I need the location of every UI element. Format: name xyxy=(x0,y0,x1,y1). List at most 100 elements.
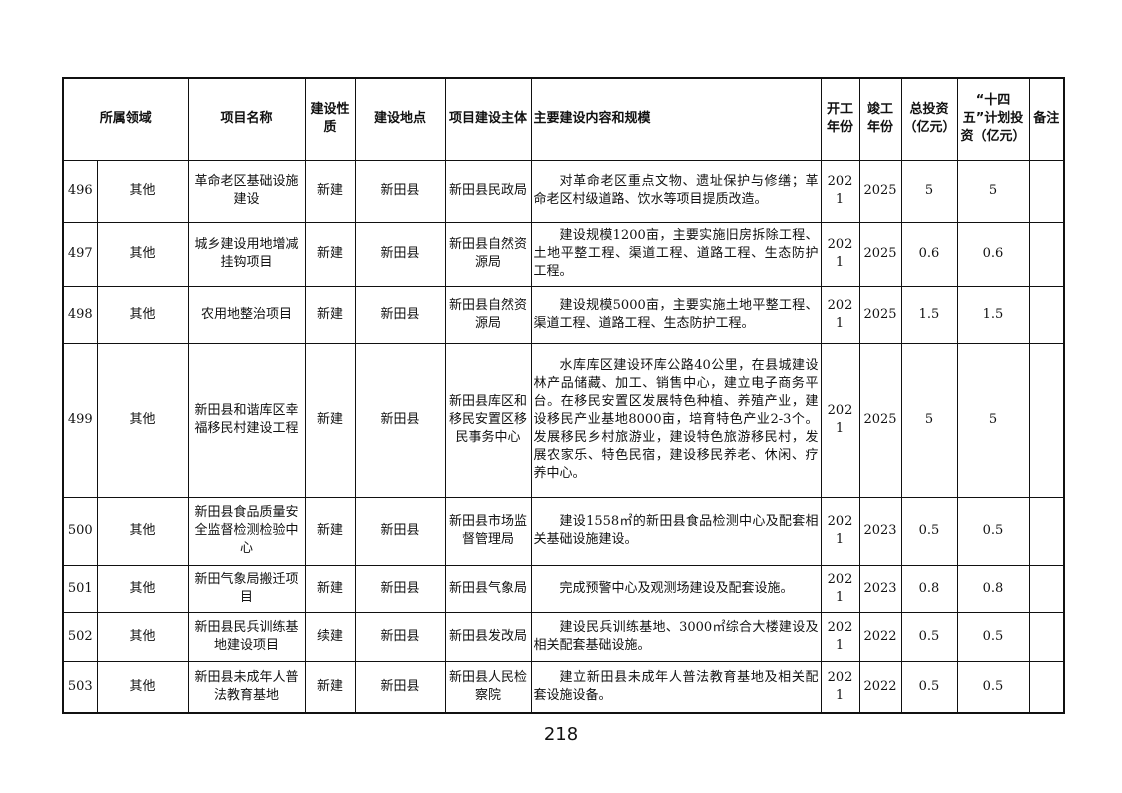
cell-end: 2023 xyxy=(858,496,902,566)
cell-name: 新田县民兵训练基地建设项目 xyxy=(187,611,306,662)
project-table: 所属领域 项目名称 建设性质 建设地点 项目建设主体 主要建设内容和规模 开工年… xyxy=(62,77,1065,714)
header-owner: 项目建设主体 xyxy=(444,77,532,161)
cell-domain: 其他 xyxy=(96,611,189,662)
cell-content: 建设1558㎡的新田县食品检测中心及配套相关基础设施建设。 xyxy=(530,496,822,566)
cell-location: 新田县 xyxy=(354,564,446,613)
cell-domain: 其他 xyxy=(96,285,189,344)
cell-end: 2025 xyxy=(858,221,902,287)
cell-plan: 0.5 xyxy=(956,496,1030,566)
cell-no: 503 xyxy=(62,660,98,714)
cell-total: 5 xyxy=(900,159,958,223)
cell-location: 新田县 xyxy=(354,342,446,498)
cell-owner: 新田县自然资源局 xyxy=(444,285,532,344)
cell-location: 新田县 xyxy=(354,285,446,344)
header-row: 所属领域 项目名称 建设性质 建设地点 项目建设主体 主要建设内容和规模 开工年… xyxy=(62,77,1065,161)
cell-owner: 新田县气象局 xyxy=(444,564,532,613)
header-nature: 建设性质 xyxy=(304,77,356,161)
cell-content: 建设民兵训练基地、3000㎡综合大楼建设及相关配套基础设施。 xyxy=(530,611,822,662)
cell-total: 0.5 xyxy=(900,660,958,714)
cell-plan: 0.8 xyxy=(956,564,1030,613)
cell-end: 2023 xyxy=(858,564,902,613)
header-total: 总投资（亿元） xyxy=(900,77,958,161)
cell-end: 2025 xyxy=(858,342,902,498)
cell-domain: 其他 xyxy=(96,221,189,287)
cell-nature: 新建 xyxy=(304,660,356,714)
cell-nature: 新建 xyxy=(304,221,356,287)
header-content: 主要建设内容和规模 xyxy=(530,77,822,161)
table-row: 496 其他 革命老区基础设施建设 新建 新田县 新田县民政局 对革命老区重点文物、遗址保护… xyxy=(62,159,1065,223)
cell-end: 2022 xyxy=(858,660,902,714)
cell-total: 0.8 xyxy=(900,564,958,613)
cell-plan: 1.5 xyxy=(956,285,1030,344)
cell-remark xyxy=(1028,611,1065,662)
table-row: 501 其他 新田气象局搬迁项目 新建 新田县 新田县气象局 完成预警中心及观测场建设及配套… xyxy=(62,564,1065,613)
table-row: 500 其他 新田县食品质量安全监督检测检验中心 新建 新田县 新田县市场监督管理局 建设1… xyxy=(62,496,1065,566)
cell-start: 2021 xyxy=(820,660,860,714)
cell-total: 5 xyxy=(900,342,958,498)
cell-content: 完成预警中心及观测场建设及配套设施。 xyxy=(530,564,822,613)
header-domain: 所属领域 xyxy=(62,77,189,161)
header-end: 竣工年份 xyxy=(858,77,902,161)
cell-end: 2025 xyxy=(858,159,902,223)
table-row: 498 其他 农用地整治项目 新建 新田县 新田县自然资源局 建设规模5000亩，主要实施土… xyxy=(62,285,1065,344)
table-row: 503 其他 新田县未成年人普法教育基地 新建 新田县 新田县人民检察院 建立新田县未成年人… xyxy=(62,660,1065,714)
cell-nature: 新建 xyxy=(304,285,356,344)
cell-name: 新田县和谐库区幸福移民村建设工程 xyxy=(187,342,306,498)
cell-plan: 5 xyxy=(956,342,1030,498)
cell-content: 对革命老区重点文物、遗址保护与修缮；革命老区村级道路、饮水等项目提质改造。 xyxy=(530,159,822,223)
cell-name: 新田县食品质量安全监督检测检验中心 xyxy=(187,496,306,566)
header-plan: “十四五”计划投资（亿元） xyxy=(956,77,1030,161)
cell-owner: 新田县发改局 xyxy=(444,611,532,662)
header-location: 建设地点 xyxy=(354,77,446,161)
cell-location: 新田县 xyxy=(354,611,446,662)
cell-nature: 新建 xyxy=(304,496,356,566)
cell-end: 2025 xyxy=(858,285,902,344)
cell-name: 城乡建设用地增减挂钩项目 xyxy=(187,221,306,287)
cell-domain: 其他 xyxy=(96,660,189,714)
cell-total: 0.5 xyxy=(900,611,958,662)
cell-content: 建设规模5000亩，主要实施土地平整工程、渠道工程、道路工程、生态防护工程。 xyxy=(530,285,822,344)
cell-content: 水库库区建设环库公路40公里，在县城建设林产品储藏、加工、销售中心，建立电子商务… xyxy=(530,342,822,498)
cell-total: 0.5 xyxy=(900,496,958,566)
cell-remark xyxy=(1028,285,1065,344)
cell-start: 2021 xyxy=(820,611,860,662)
cell-location: 新田县 xyxy=(354,660,446,714)
cell-no: 498 xyxy=(62,285,98,344)
header-start: 开工年份 xyxy=(820,77,860,161)
cell-nature: 续建 xyxy=(304,611,356,662)
cell-location: 新田县 xyxy=(354,221,446,287)
cell-total: 0.6 xyxy=(900,221,958,287)
cell-no: 497 xyxy=(62,221,98,287)
cell-owner: 新田县人民检察院 xyxy=(444,660,532,714)
cell-name: 农用地整治项目 xyxy=(187,285,306,344)
cell-nature: 新建 xyxy=(304,564,356,613)
cell-plan: 5 xyxy=(956,159,1030,223)
page-number: 218 xyxy=(543,724,579,745)
cell-no: 500 xyxy=(62,496,98,566)
cell-plan: 0.5 xyxy=(956,660,1030,714)
cell-owner: 新田县自然资源局 xyxy=(444,221,532,287)
cell-plan: 0.6 xyxy=(956,221,1030,287)
cell-domain: 其他 xyxy=(96,496,189,566)
cell-start: 2021 xyxy=(820,285,860,344)
cell-name: 新田气象局搬迁项目 xyxy=(187,564,306,613)
cell-owner: 新田县民政局 xyxy=(444,159,532,223)
cell-domain: 其他 xyxy=(96,342,189,498)
cell-domain: 其他 xyxy=(96,159,189,223)
cell-remark xyxy=(1028,342,1065,498)
table-row: 497 其他 城乡建设用地增减挂钩项目 新建 新田县 新田县自然资源局 建设规模1200亩，… xyxy=(62,221,1065,287)
cell-start: 2021 xyxy=(820,342,860,498)
cell-owner: 新田县市场监督管理局 xyxy=(444,496,532,566)
cell-start: 2021 xyxy=(820,221,860,287)
cell-owner: 新田县库区和移民安置区移民事务中心 xyxy=(444,342,532,498)
table-row: 499 其他 新田县和谐库区幸福移民村建设工程 新建 新田县 新田县库区和移民安置区移民事… xyxy=(62,342,1065,498)
cell-plan: 0.5 xyxy=(956,611,1030,662)
cell-start: 2021 xyxy=(820,564,860,613)
cell-nature: 新建 xyxy=(304,159,356,223)
cell-remark xyxy=(1028,660,1065,714)
header-remark: 备注 xyxy=(1028,77,1065,161)
cell-end: 2022 xyxy=(858,611,902,662)
cell-total: 1.5 xyxy=(900,285,958,344)
cell-content: 建立新田县未成年人普法教育基地及相关配套设施设备。 xyxy=(530,660,822,714)
cell-no: 499 xyxy=(62,342,98,498)
